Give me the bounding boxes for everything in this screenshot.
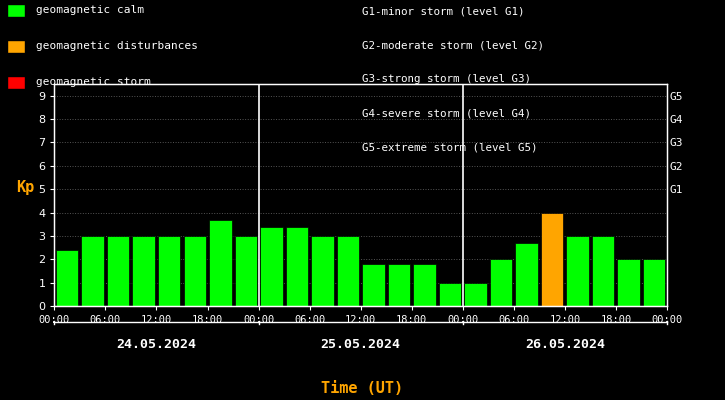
- Bar: [235, 236, 257, 306]
- Bar: [388, 264, 410, 306]
- Bar: [439, 283, 461, 306]
- Y-axis label: Kp: Kp: [16, 180, 34, 195]
- Text: geomagnetic storm: geomagnetic storm: [36, 77, 151, 87]
- Text: Time (UT): Time (UT): [321, 381, 404, 396]
- Bar: [260, 226, 283, 306]
- Bar: [209, 220, 231, 306]
- Text: 26.05.2024: 26.05.2024: [525, 338, 605, 351]
- Bar: [464, 283, 486, 306]
- Bar: [643, 259, 666, 306]
- Text: G4-severe storm (level G4): G4-severe storm (level G4): [362, 108, 531, 118]
- Bar: [541, 212, 563, 306]
- Bar: [311, 236, 334, 306]
- Text: 25.05.2024: 25.05.2024: [320, 338, 401, 351]
- Bar: [56, 250, 78, 306]
- Bar: [362, 264, 385, 306]
- Bar: [286, 226, 308, 306]
- Bar: [81, 236, 104, 306]
- Bar: [183, 236, 206, 306]
- Bar: [107, 236, 130, 306]
- Bar: [158, 236, 181, 306]
- Bar: [133, 236, 155, 306]
- Bar: [336, 236, 359, 306]
- Bar: [618, 259, 640, 306]
- Text: G2-moderate storm (level G2): G2-moderate storm (level G2): [362, 40, 544, 50]
- Bar: [515, 243, 538, 306]
- Bar: [490, 259, 513, 306]
- Text: G5-extreme storm (level G5): G5-extreme storm (level G5): [362, 142, 538, 152]
- Text: G1-minor storm (level G1): G1-minor storm (level G1): [362, 6, 525, 16]
- Bar: [592, 236, 614, 306]
- Bar: [566, 236, 589, 306]
- Text: 24.05.2024: 24.05.2024: [117, 338, 196, 351]
- Text: geomagnetic disturbances: geomagnetic disturbances: [36, 41, 198, 51]
- Text: geomagnetic calm: geomagnetic calm: [36, 5, 144, 15]
- Text: G3-strong storm (level G3): G3-strong storm (level G3): [362, 74, 531, 84]
- Bar: [413, 264, 436, 306]
